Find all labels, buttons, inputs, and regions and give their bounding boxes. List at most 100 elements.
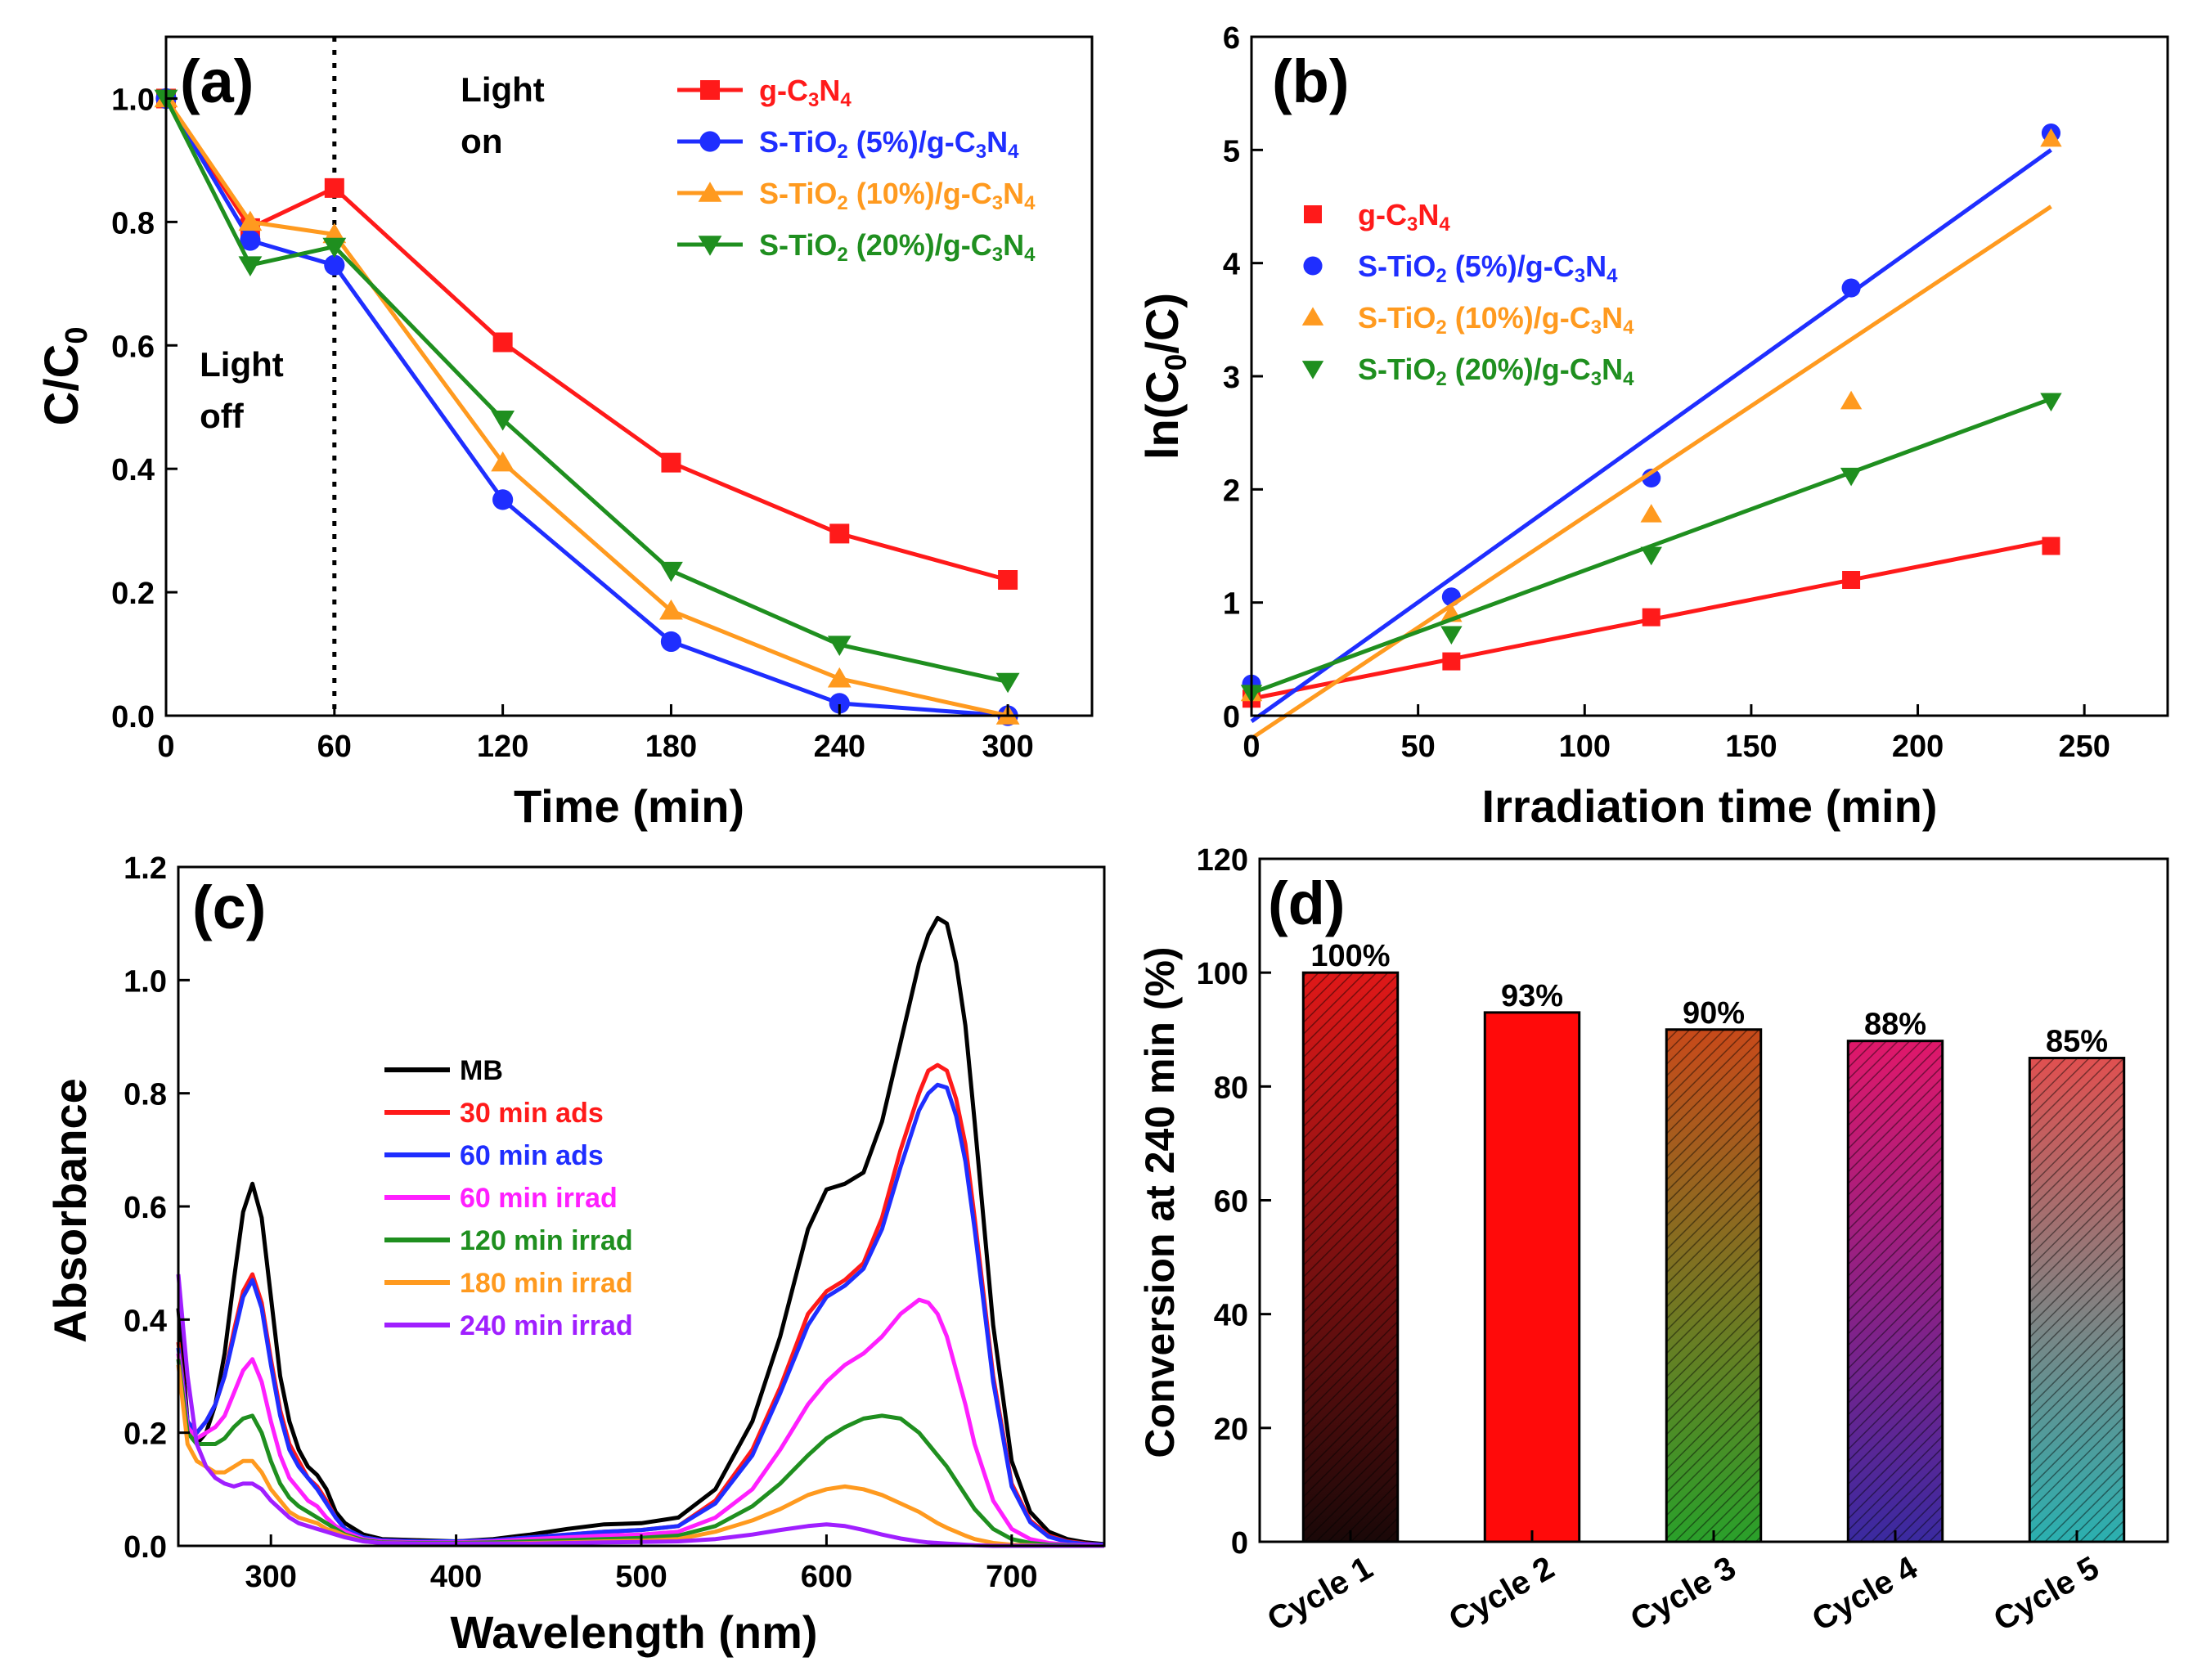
panel-a-legend-label: S-TiO2 (10%)/g-C3N4 — [759, 177, 1036, 214]
panel-d: 100% Cycle 1 93% Cycle 2 90% Cycle 3 88% Cycle … — [1137, 843, 2169, 1638]
panel-c-ytick-label: 0.6 — [124, 1191, 167, 1225]
panel-b-ylabel: ln(C0/C) — [1136, 293, 1193, 460]
panel-c-xtick-label: 600 — [801, 1560, 852, 1594]
panel-a-series-4 — [154, 89, 1020, 694]
panel-c-ytick-label: 0.8 — [124, 1078, 167, 1112]
panel-b-point — [1841, 278, 1861, 298]
panel-b-xtick-label: 100 — [1559, 730, 1611, 764]
panel-b-xtick-label: 50 — [1400, 730, 1435, 764]
panel-a-point — [659, 599, 683, 620]
panel-c-xtick-label: 500 — [615, 1560, 667, 1594]
panel-a-point — [238, 256, 263, 276]
panel-c-legend-label: 180 min irrad — [460, 1268, 633, 1299]
panel-d-ytick-label: 20 — [1214, 1413, 1248, 1447]
panel-d-data-label: 93% — [1501, 979, 1563, 1013]
panel-b-series-4 — [1240, 393, 2062, 703]
panel-a-point — [324, 254, 345, 276]
panel-d-data-label: 100% — [1310, 939, 1390, 973]
panel-b-point — [2042, 537, 2060, 555]
panel-c-series-1 — [176, 915, 1105, 1547]
panel-b-ytick-label: 1 — [1223, 587, 1240, 622]
panel-b-point — [1840, 390, 1863, 410]
panel-c-series-4 — [176, 1297, 1105, 1548]
panel-c: 0.0 0.2 0.4 0.6 0.8 1.0 1.2 300 400 500 600 700 (c) M… — [44, 851, 1106, 1658]
panel-b-ytick-label: 0 — [1223, 700, 1240, 734]
panel-a-ytick-label: 0.2 — [111, 577, 155, 611]
panel-d-bar-5 — [2028, 1057, 2126, 1543]
panel-a-legend-label: S-TiO2 (20%)/g-C3N4 — [759, 228, 1036, 266]
panel-c-legend-label: 60 min ads — [460, 1140, 604, 1171]
panel-a-point — [322, 237, 347, 258]
panel-a-point — [324, 177, 344, 198]
panel-c-legend-label: MB — [460, 1055, 503, 1086]
panel-a-series-line — [164, 97, 1009, 582]
panel-d-data-label: 90% — [1683, 996, 1745, 1031]
panel-a-legend-marker — [698, 182, 722, 202]
panel-b-ytick-label: 3 — [1223, 361, 1240, 395]
panel-a-annotation: Light — [200, 345, 284, 384]
panel-b-point — [1842, 571, 1861, 589]
panel-a-ytick-label: 0.8 — [111, 206, 155, 240]
panel-c-ytick-label: 0.0 — [124, 1530, 167, 1565]
panel-c-xtick-label: 300 — [245, 1560, 296, 1594]
panel-d-category-label: Cycle 2 — [1443, 1550, 1560, 1638]
panel-d-ytick-label: 60 — [1214, 1185, 1248, 1220]
panel-d-bar-fill — [1485, 1012, 1580, 1542]
panel-b-legend-label: S-TiO2 (5%)/g-C3N4 — [1358, 249, 1618, 287]
panel-a-xlabel: Time (min) — [514, 780, 744, 832]
panel-a-point — [829, 523, 850, 544]
panel-d-ytick-label: 80 — [1214, 1071, 1248, 1105]
panel-a-point — [660, 631, 682, 653]
panel-b-point — [1640, 504, 1662, 523]
panel-c-legend-label: 120 min irrad — [460, 1225, 633, 1256]
panel-d-bar-1 — [1301, 971, 1400, 1543]
panel-c-legend-label: 30 min ads — [460, 1098, 604, 1129]
panel-b-xlabel: Irradiation time (min) — [1482, 780, 1938, 832]
panel-d-bar-hatch — [1666, 1029, 1761, 1542]
panel-b-xtick-label: 0 — [1243, 730, 1260, 764]
panel-d-ytick-label: 0 — [1231, 1526, 1248, 1561]
panel-c-ytick-label: 0.2 — [124, 1417, 167, 1452]
panel-a-annotation: off — [200, 397, 245, 435]
panel-b-xtick-label: 150 — [1725, 730, 1777, 764]
panel-b-ytick-label: 5 — [1223, 134, 1240, 168]
panel-a-xtick-label: 60 — [317, 730, 352, 764]
panel-b-point — [2040, 128, 2062, 147]
panel-a-point — [240, 230, 261, 251]
panel-a-ytick-label: 0.6 — [111, 330, 155, 364]
panel-b-ytick-label: 2 — [1223, 474, 1240, 508]
panel-d-ytick-label: 40 — [1214, 1299, 1248, 1333]
panel-a-annotation: on — [461, 122, 502, 160]
panel-a-point — [827, 667, 852, 688]
panel-a-xtick-label: 0 — [157, 730, 174, 764]
panel-b-fit-line — [1250, 148, 2052, 723]
panel-a-point — [491, 451, 515, 472]
panel-c-frame — [177, 865, 1106, 1547]
panel-a-point — [995, 672, 1020, 694]
panel-b-ytick-label: 4 — [1223, 248, 1240, 282]
panel-d-category-label: Cycle 3 — [1625, 1550, 1741, 1638]
panel-d-label: (d) — [1268, 869, 1346, 937]
panel-d-ylabel: Conversion at 240 min (%) — [1137, 946, 1183, 1458]
panel-c-series-7 — [176, 1273, 1104, 1548]
panel-b-point — [1840, 467, 1863, 487]
panel-a-point — [661, 452, 681, 473]
panel-c-label: (c) — [192, 874, 266, 941]
panel-a-label: (a) — [180, 47, 254, 115]
panel-b-point — [1442, 652, 1461, 671]
panel-d-data-label: 88% — [1864, 1008, 1926, 1042]
panel-a-point — [827, 636, 852, 657]
panel-b-xtick-label: 250 — [2058, 730, 2110, 764]
panel-d-category-label: Cycle 4 — [1806, 1549, 1924, 1638]
panel-c-xtick-label: 400 — [430, 1560, 482, 1594]
panel-d-bar-hatch — [2029, 1058, 2124, 1542]
panel-a-xtick-label: 120 — [477, 730, 528, 764]
panel-a-point — [492, 332, 513, 353]
panel-b-legend-label: S-TiO2 (10%)/g-C3N4 — [1358, 301, 1634, 339]
panel-d-bar-hatch — [1303, 973, 1398, 1542]
panel-d-bar-2 — [1483, 1011, 1581, 1543]
panel-a-point — [659, 561, 683, 582]
panel-c-series-3 — [176, 1082, 1105, 1547]
panel-a-point — [238, 210, 263, 231]
